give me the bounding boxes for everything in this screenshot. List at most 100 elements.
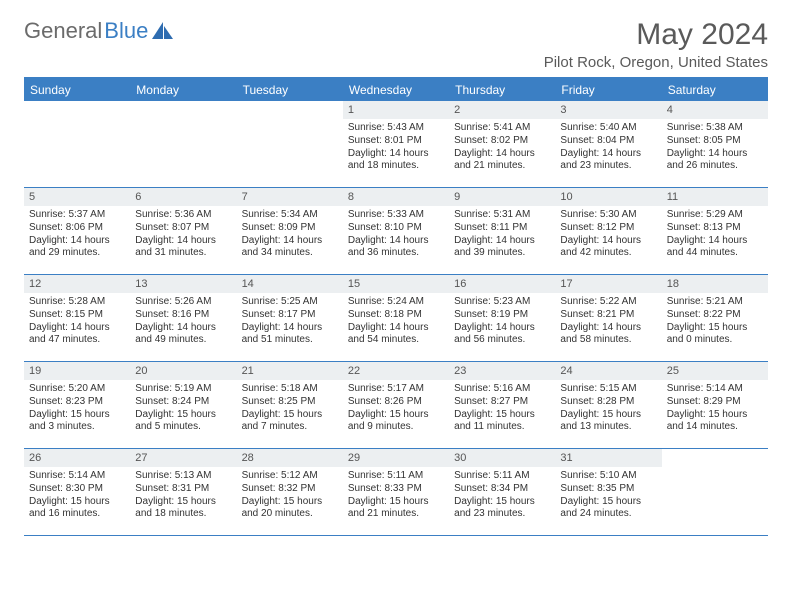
sunset-text: Sunset: 8:34 PM (454, 483, 550, 496)
sunset-text: Sunset: 8:25 PM (242, 396, 338, 409)
day-cell: 19Sunrise: 5:20 AMSunset: 8:23 PMDayligh… (24, 362, 130, 448)
sunset-text: Sunset: 8:21 PM (560, 309, 656, 322)
sunrise-text: Sunrise: 5:37 AM (29, 209, 125, 222)
sunrise-text: Sunrise: 5:25 AM (242, 296, 338, 309)
week-row: 26Sunrise: 5:14 AMSunset: 8:30 PMDayligh… (24, 449, 768, 536)
daylight-text: Daylight: 15 hours and 16 minutes. (29, 496, 125, 522)
day-cell: 18Sunrise: 5:21 AMSunset: 8:22 PMDayligh… (662, 275, 768, 361)
day-cell: 14Sunrise: 5:25 AMSunset: 8:17 PMDayligh… (237, 275, 343, 361)
sunset-text: Sunset: 8:24 PM (135, 396, 231, 409)
sunset-text: Sunset: 8:15 PM (29, 309, 125, 322)
sunrise-text: Sunrise: 5:24 AM (348, 296, 444, 309)
day-cell: 27Sunrise: 5:13 AMSunset: 8:31 PMDayligh… (130, 449, 236, 535)
empty-cell (24, 101, 130, 187)
sunset-text: Sunset: 8:33 PM (348, 483, 444, 496)
day-cell: 20Sunrise: 5:19 AMSunset: 8:24 PMDayligh… (130, 362, 236, 448)
sunrise-text: Sunrise: 5:23 AM (454, 296, 550, 309)
day-number: 11 (662, 188, 768, 206)
day-number: 27 (130, 449, 236, 467)
daylight-text: Daylight: 14 hours and 31 minutes. (135, 235, 231, 261)
day-cell: 2Sunrise: 5:41 AMSunset: 8:02 PMDaylight… (449, 101, 555, 187)
day-number: 15 (343, 275, 449, 293)
day-number: 10 (555, 188, 661, 206)
sunset-text: Sunset: 8:28 PM (560, 396, 656, 409)
sunrise-text: Sunrise: 5:30 AM (560, 209, 656, 222)
day-cell: 26Sunrise: 5:14 AMSunset: 8:30 PMDayligh… (24, 449, 130, 535)
week-row: 5Sunrise: 5:37 AMSunset: 8:06 PMDaylight… (24, 188, 768, 275)
daylight-text: Daylight: 15 hours and 18 minutes. (135, 496, 231, 522)
day-number: 24 (555, 362, 661, 380)
sunrise-text: Sunrise: 5:20 AM (29, 383, 125, 396)
day-cell: 17Sunrise: 5:22 AMSunset: 8:21 PMDayligh… (555, 275, 661, 361)
day-cell: 5Sunrise: 5:37 AMSunset: 8:06 PMDaylight… (24, 188, 130, 274)
daylight-text: Daylight: 15 hours and 9 minutes. (348, 409, 444, 435)
daylight-text: Daylight: 14 hours and 39 minutes. (454, 235, 550, 261)
sunrise-text: Sunrise: 5:18 AM (242, 383, 338, 396)
sunset-text: Sunset: 8:12 PM (560, 222, 656, 235)
day-cell: 11Sunrise: 5:29 AMSunset: 8:13 PMDayligh… (662, 188, 768, 274)
sunrise-text: Sunrise: 5:34 AM (242, 209, 338, 222)
daylight-text: Daylight: 14 hours and 18 minutes. (348, 148, 444, 174)
sunset-text: Sunset: 8:26 PM (348, 396, 444, 409)
daylight-text: Daylight: 14 hours and 29 minutes. (29, 235, 125, 261)
day-cell: 21 Sunrise: 5:18 AMSunset: 8:25 PMDayligh… (237, 362, 343, 448)
day-cell: 4Sunrise: 5:38 AMSunset: 8:05 PMDaylight… (662, 101, 768, 187)
calendar: SundayMondayTuesdayWednesdayThursdayFrid… (24, 77, 768, 536)
day-cell: 8Sunrise: 5:33 AMSunset: 8:10 PMDaylight… (343, 188, 449, 274)
daylight-text: Daylight: 14 hours and 42 minutes. (560, 235, 656, 261)
sunset-text: Sunset: 8:02 PM (454, 135, 550, 148)
daylight-text: Daylight: 14 hours and 23 minutes. (560, 148, 656, 174)
sunset-text: Sunset: 8:23 PM (29, 396, 125, 409)
daylight-text: Daylight: 15 hours and 21 minutes. (348, 496, 444, 522)
daylight-text: Daylight: 15 hours and 5 minutes. (135, 409, 231, 435)
sunset-text: Sunset: 8:30 PM (29, 483, 125, 496)
day-cell: 6Sunrise: 5:36 AMSunset: 8:07 PMDaylight… (130, 188, 236, 274)
day-header: Wednesday (343, 79, 449, 101)
day-number: 20 (130, 362, 236, 380)
day-number: 16 (449, 275, 555, 293)
daylight-text: Daylight: 15 hours and 14 minutes. (667, 409, 763, 435)
day-number: 17 (555, 275, 661, 293)
sunrise-text: Sunrise: 5:11 AM (348, 470, 444, 483)
day-number: 26 (24, 449, 130, 467)
day-number: 9 (449, 188, 555, 206)
day-cell: 13Sunrise: 5:26 AMSunset: 8:16 PMDayligh… (130, 275, 236, 361)
page: GeneralBlue May 2024 Pilot Rock, Oregon,… (0, 0, 792, 554)
daylight-text: Daylight: 14 hours and 58 minutes. (560, 322, 656, 348)
sunset-text: Sunset: 8:06 PM (29, 222, 125, 235)
sunrise-text: Sunrise: 5:43 AM (348, 122, 444, 135)
sunset-text: Sunset: 8:13 PM (667, 222, 763, 235)
day-number: 7 (237, 188, 343, 206)
day-cell: 9Sunrise: 5:31 AMSunset: 8:11 PMDaylight… (449, 188, 555, 274)
day-number: 21 (237, 362, 343, 380)
sunset-text: Sunset: 8:29 PM (667, 396, 763, 409)
logo: GeneralBlue (24, 18, 174, 44)
sunset-text: Sunset: 8:01 PM (348, 135, 444, 148)
daylight-text: Daylight: 14 hours and 56 minutes. (454, 322, 550, 348)
day-cell: 16 Sunrise: 5:23 AMSunset: 8:19 PMDayligh… (449, 275, 555, 361)
daylight-text: Daylight: 14 hours and 47 minutes. (29, 322, 125, 348)
day-cell: 25Sunrise: 5:14 AMSunset: 8:29 PMDayligh… (662, 362, 768, 448)
sunrise-text: Sunrise: 5:36 AM (135, 209, 231, 222)
week-row: 1Sunrise: 5:43 AMSunset: 8:01 PMDaylight… (24, 101, 768, 188)
day-cell: 1Sunrise: 5:43 AMSunset: 8:01 PMDaylight… (343, 101, 449, 187)
sunset-text: Sunset: 8:18 PM (348, 309, 444, 322)
day-number: 13 (130, 275, 236, 293)
daylight-text: Daylight: 15 hours and 7 minutes. (242, 409, 338, 435)
day-number: 28 (237, 449, 343, 467)
day-cell: 30Sunrise: 5:11 AMSunset: 8:34 PMDayligh… (449, 449, 555, 535)
location: Pilot Rock, Oregon, United States (544, 54, 768, 71)
day-number: 18 (662, 275, 768, 293)
daylight-text: Daylight: 14 hours and 44 minutes. (667, 235, 763, 261)
sunrise-text: Sunrise: 5:31 AM (454, 209, 550, 222)
day-number: 23 (449, 362, 555, 380)
sunrise-text: Sunrise: 5:33 AM (348, 209, 444, 222)
sunset-text: Sunset: 8:09 PM (242, 222, 338, 235)
day-header: Tuesday (237, 79, 343, 101)
daylight-text: Daylight: 14 hours and 51 minutes. (242, 322, 338, 348)
sunset-text: Sunset: 8:19 PM (454, 309, 550, 322)
sunrise-text: Sunrise: 5:14 AM (667, 383, 763, 396)
day-header: Thursday (449, 79, 555, 101)
sunset-text: Sunset: 8:07 PM (135, 222, 231, 235)
sunset-text: Sunset: 8:16 PM (135, 309, 231, 322)
